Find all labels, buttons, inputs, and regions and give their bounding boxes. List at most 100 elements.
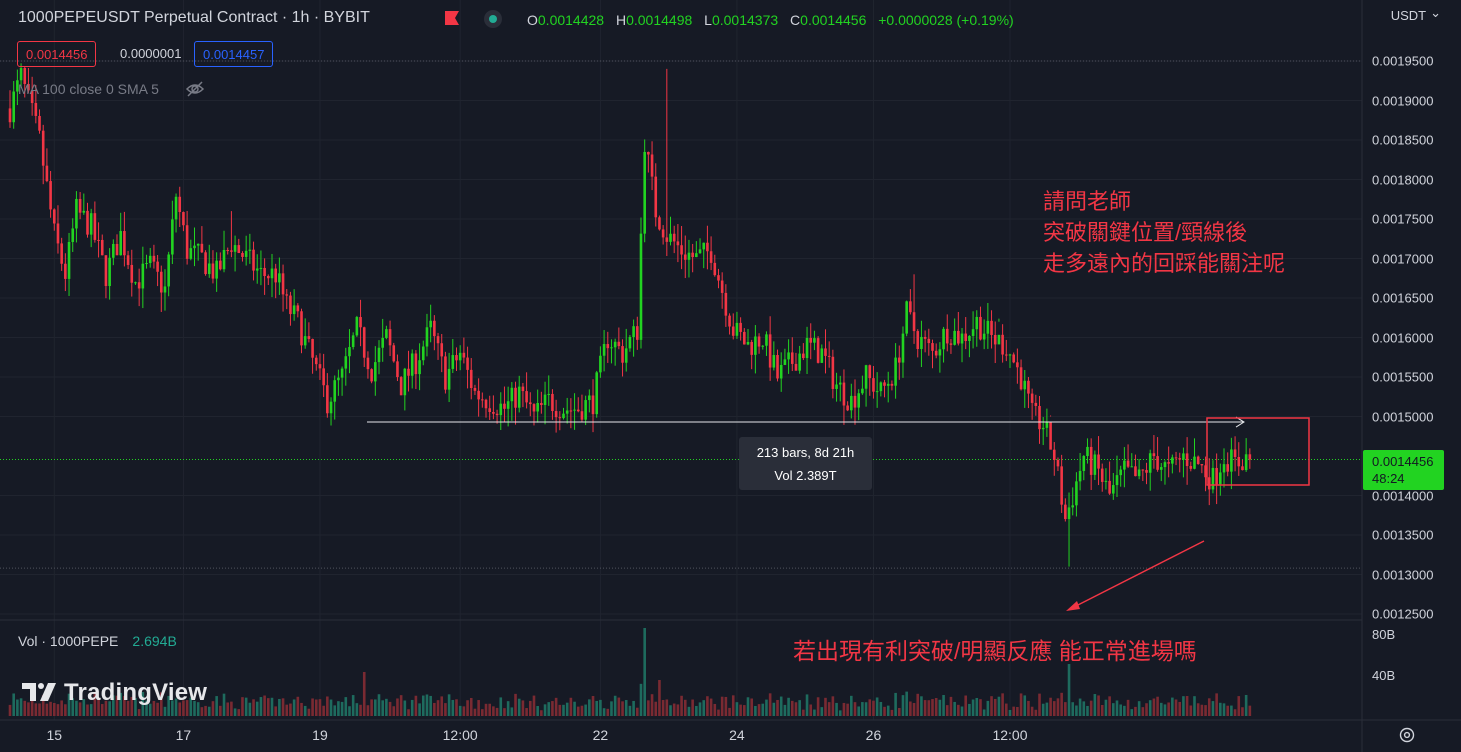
volume-bar bbox=[846, 703, 849, 716]
volume-axis-high: 80B bbox=[1372, 627, 1396, 642]
volume-bar bbox=[108, 701, 111, 716]
volume-bar bbox=[82, 699, 86, 716]
candle-body bbox=[314, 357, 318, 365]
tradingview-logo[interactable]: TradingView bbox=[22, 679, 207, 707]
candle-body bbox=[691, 252, 694, 258]
volume-bar bbox=[303, 705, 307, 716]
volume-bar bbox=[145, 700, 148, 716]
volume-bar bbox=[1248, 705, 1252, 716]
candle-body bbox=[1078, 470, 1082, 482]
buy-button[interactable]: 0.0014457 bbox=[194, 41, 274, 67]
candle-body bbox=[82, 210, 86, 213]
candle-body bbox=[123, 231, 126, 256]
candle-body bbox=[377, 347, 381, 363]
price-tick-label: 0.0018500 bbox=[1372, 132, 1434, 148]
indicator-label[interactable]: MA 100 close 0 SMA 5 bbox=[18, 81, 159, 97]
volume-bar bbox=[588, 699, 591, 716]
eye-hidden-icon[interactable] bbox=[185, 80, 205, 98]
volume-bar bbox=[204, 705, 207, 716]
candle-body bbox=[56, 223, 60, 244]
candle-body bbox=[897, 357, 901, 363]
volume-bar bbox=[850, 695, 853, 716]
volume-bar bbox=[385, 698, 388, 716]
candle-body bbox=[931, 343, 934, 351]
sell-button[interactable]: 0.0014456 bbox=[17, 41, 97, 67]
flag-icon[interactable] bbox=[444, 11, 460, 25]
volume-bar bbox=[920, 696, 923, 716]
settings-gear-icon[interactable] bbox=[1398, 726, 1416, 744]
volume-bar bbox=[152, 700, 156, 716]
volume-bar bbox=[1200, 704, 1204, 716]
candle-body bbox=[842, 382, 846, 406]
candle-body bbox=[975, 316, 979, 330]
candle-body bbox=[562, 413, 565, 419]
volume-legend[interactable]: Vol · 1000PEPE 2.694B bbox=[18, 633, 177, 649]
volume-bar bbox=[444, 703, 447, 716]
candle-body bbox=[300, 311, 303, 346]
candle-body bbox=[241, 252, 244, 257]
volume-bar bbox=[960, 706, 964, 716]
question-annotation[interactable]: 請問老師 突破關鍵位置/頸線後 走多遠內的回踩能關注呢 bbox=[1043, 186, 1285, 279]
volume-bar bbox=[672, 703, 676, 716]
candle-body bbox=[1244, 454, 1248, 471]
candle-body bbox=[1233, 449, 1237, 458]
volume-bar bbox=[237, 709, 241, 716]
close-label: C bbox=[790, 12, 801, 28]
candle-body bbox=[1159, 467, 1163, 470]
price-tick-label: 0.0019000 bbox=[1372, 93, 1434, 108]
candle-body bbox=[632, 326, 635, 338]
price-tick-label: 0.0016000 bbox=[1372, 330, 1434, 345]
bar-countdown: 48:24 bbox=[1372, 471, 1405, 486]
volume-bar bbox=[185, 700, 189, 716]
candle-body bbox=[735, 322, 739, 336]
candle-body bbox=[934, 350, 938, 356]
volume-bar bbox=[735, 702, 739, 716]
tradingview-logo-icon bbox=[22, 683, 56, 701]
candle-body bbox=[458, 352, 462, 361]
candle-body bbox=[850, 395, 853, 411]
candle-body bbox=[204, 252, 207, 275]
volume-bar bbox=[695, 705, 698, 716]
volume-bar bbox=[890, 709, 894, 716]
volume-bar bbox=[706, 696, 709, 716]
volume-bar bbox=[783, 704, 787, 716]
volume-bar bbox=[366, 705, 370, 716]
volume-bar bbox=[827, 702, 831, 716]
volume-bar bbox=[226, 702, 230, 716]
volume-bar bbox=[562, 704, 565, 716]
candle-body bbox=[337, 377, 340, 381]
candle-body bbox=[909, 301, 912, 313]
candle-body bbox=[510, 387, 514, 402]
entry-question-annotation[interactable]: 若出現有利突破/明顯反應 能正常進場嗎 bbox=[793, 638, 1197, 664]
currency-selector[interactable]: USDT bbox=[1391, 8, 1441, 24]
volume-bar bbox=[1211, 701, 1215, 716]
candle-body bbox=[713, 262, 717, 276]
volume-bar bbox=[156, 702, 159, 716]
volume-bar bbox=[503, 708, 506, 716]
candle-body bbox=[521, 386, 525, 392]
candle-body bbox=[820, 348, 824, 363]
candle-body bbox=[171, 219, 174, 255]
candle-body bbox=[514, 387, 517, 408]
market-status-icon[interactable] bbox=[484, 10, 502, 28]
volume-bar bbox=[359, 704, 362, 716]
volume-bar bbox=[532, 695, 536, 716]
candle-body bbox=[326, 385, 329, 414]
candle-body bbox=[706, 242, 709, 252]
volume-bar bbox=[12, 693, 15, 716]
candle-body bbox=[831, 356, 835, 389]
candle-body bbox=[1030, 393, 1034, 403]
volume-bar bbox=[558, 704, 562, 716]
candle-body bbox=[207, 263, 211, 275]
volume-bar bbox=[643, 628, 646, 716]
candle-body bbox=[1182, 453, 1185, 460]
volume-bar bbox=[613, 695, 617, 716]
volume-bar bbox=[148, 703, 152, 716]
volume-bar bbox=[576, 706, 580, 716]
volume-bar bbox=[418, 703, 421, 716]
candle-body bbox=[779, 364, 783, 379]
candle-body bbox=[964, 333, 968, 341]
candle-body bbox=[1123, 460, 1126, 470]
symbol-title[interactable]: 1000PEPEUSDT Perpetual Contract · 1h · B… bbox=[18, 9, 370, 26]
